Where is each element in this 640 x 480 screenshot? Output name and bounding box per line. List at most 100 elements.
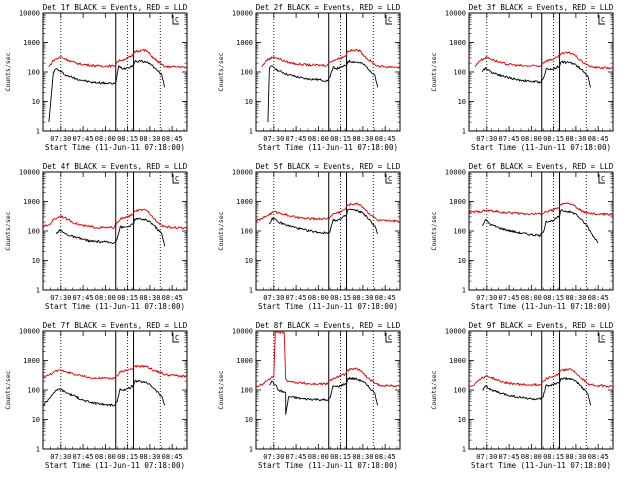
- x-tick-label: 08:45: [162, 294, 183, 302]
- x-tick-label: 07:45: [286, 135, 307, 143]
- x-tick-label: 07:30: [50, 453, 71, 461]
- y-tick-label: 10: [458, 98, 466, 106]
- y-tick-label: 1000: [236, 357, 253, 365]
- x-tick-label: 08:45: [375, 294, 396, 302]
- panel-9: Det 9f BLACK = Events, RED = LLD 1 10 100 10…: [430, 321, 614, 470]
- legend-glyph: [172, 15, 179, 25]
- chart-title: Det 5f BLACK = Events, RED = LLD: [256, 162, 401, 171]
- x-axis-label: Start Time (11-Jun-11 07:18:00): [258, 143, 398, 152]
- x-tick-label: 08:15: [543, 453, 564, 461]
- panel-1: Det 1f BLACK = Events, RED = LLD 1 10 100 10…: [4, 3, 188, 152]
- y-tick-label: 10: [245, 257, 253, 265]
- chart-title: Det 6f BLACK = Events, RED = LLD: [469, 162, 614, 171]
- y-tick-label: 100: [27, 228, 40, 236]
- series-line-lld: [255, 202, 401, 223]
- y-tick-label: 1000: [236, 198, 253, 206]
- x-tick-label: 08:00: [308, 294, 329, 302]
- legend-label: C: [388, 175, 392, 183]
- x-tick-label: 07:45: [73, 135, 94, 143]
- series-line-lld: [468, 202, 614, 216]
- x-tick-label: 07:30: [263, 294, 284, 302]
- x-tick-label: 08:15: [117, 135, 138, 143]
- legend-glyph: [598, 333, 605, 343]
- y-axis-label: Counts/sec: [4, 211, 12, 250]
- y-axis-label: Counts/sec: [430, 52, 438, 91]
- y-axis-label: Counts/sec: [217, 211, 225, 250]
- x-tick-label: 08:30: [352, 294, 373, 302]
- legend-label: C: [388, 334, 392, 342]
- series-line-lld: [48, 48, 188, 69]
- x-tick-label: 08:30: [139, 135, 160, 143]
- x-tick-label: 08:15: [330, 294, 351, 302]
- y-axis-label: Counts/sec: [430, 370, 438, 409]
- series-line-events: [269, 376, 379, 415]
- x-tick-label: 08:15: [117, 294, 138, 302]
- x-tick-label: 07:45: [73, 453, 94, 461]
- legend-glyph: [598, 15, 605, 25]
- x-tick-label: 08:30: [565, 453, 586, 461]
- series-line-events: [268, 208, 379, 235]
- legend-glyph: [385, 333, 392, 343]
- panel-6: Det 6f BLACK = Events, RED = LLD 1 10 100 10…: [430, 162, 614, 311]
- legend-glyph: [385, 174, 392, 184]
- x-tick-label: 07:30: [476, 294, 497, 302]
- x-tick-label: 08:45: [588, 135, 609, 143]
- y-tick-label: 1000: [449, 357, 466, 365]
- y-tick-label: 1000: [23, 198, 40, 206]
- x-tick-label: 08:15: [117, 453, 138, 461]
- chart-title: Det 3f BLACK = Events, RED = LLD: [469, 3, 614, 12]
- x-tick-label: 08:00: [521, 294, 542, 302]
- x-tick-label: 08:00: [95, 453, 116, 461]
- y-tick-label: 1: [462, 128, 466, 136]
- chart-title: Det 7f BLACK = Events, RED = LLD: [43, 321, 188, 330]
- x-tick-label: 08:45: [588, 453, 609, 461]
- x-tick-label: 07:45: [286, 453, 307, 461]
- y-tick-label: 10: [458, 257, 466, 265]
- y-tick-label: 100: [240, 387, 253, 395]
- y-tick-label: 100: [453, 69, 466, 77]
- series-line-events: [267, 59, 379, 123]
- y-tick-label: 1: [462, 287, 466, 295]
- x-tick-label: 08:45: [375, 135, 396, 143]
- y-axis-label: Counts/sec: [217, 370, 225, 409]
- x-tick-label: 08:00: [308, 135, 329, 143]
- legend-label: C: [175, 334, 179, 342]
- series-line-lld: [261, 48, 401, 69]
- x-tick-label: 08:15: [330, 453, 351, 461]
- x-tick-label: 08:30: [139, 294, 160, 302]
- y-tick-label: 1000: [23, 39, 40, 47]
- x-tick-label: 08:30: [565, 294, 586, 302]
- series-line-lld: [474, 51, 614, 70]
- x-tick-label: 07:30: [263, 135, 284, 143]
- legend-glyph: [172, 174, 179, 184]
- panel-5: Det 5f BLACK = Events, RED = LLD 1 10 100 10…: [217, 162, 401, 311]
- chart-title: Det 8f BLACK = Events, RED = LLD: [256, 321, 401, 330]
- series-line-events: [482, 377, 592, 406]
- y-tick-label: 100: [240, 69, 253, 77]
- x-tick-label: 08:30: [352, 135, 373, 143]
- y-tick-label: 1: [249, 287, 253, 295]
- y-tick-label: 100: [27, 69, 40, 77]
- y-tick-label: 10000: [232, 169, 253, 177]
- x-axis-label: Start Time (11-Jun-11 07:18:00): [258, 461, 398, 470]
- legend-label: C: [175, 175, 179, 183]
- x-tick-label: 08:15: [543, 294, 564, 302]
- y-tick-label: 10: [458, 416, 466, 424]
- y-axis-label: Counts/sec: [4, 52, 12, 91]
- panel-7: Det 7f BLACK = Events, RED = LLD 1 10 100 10…: [4, 321, 188, 470]
- y-tick-label: 1: [36, 128, 40, 136]
- y-tick-label: 1: [36, 287, 40, 295]
- x-tick-label: 08:45: [588, 294, 609, 302]
- y-tick-label: 1000: [23, 357, 40, 365]
- y-axis-label: Counts/sec: [430, 211, 438, 250]
- y-tick-label: 1: [249, 446, 253, 454]
- series-line-lld: [255, 331, 401, 388]
- x-tick-label: 07:45: [73, 294, 94, 302]
- x-tick-label: 08:30: [565, 135, 586, 143]
- panel-4: Det 4f BLACK = Events, RED = LLD 1 10 100 10…: [4, 162, 188, 311]
- x-tick-label: 08:45: [162, 453, 183, 461]
- y-tick-label: 100: [453, 387, 466, 395]
- y-tick-label: 10000: [232, 10, 253, 18]
